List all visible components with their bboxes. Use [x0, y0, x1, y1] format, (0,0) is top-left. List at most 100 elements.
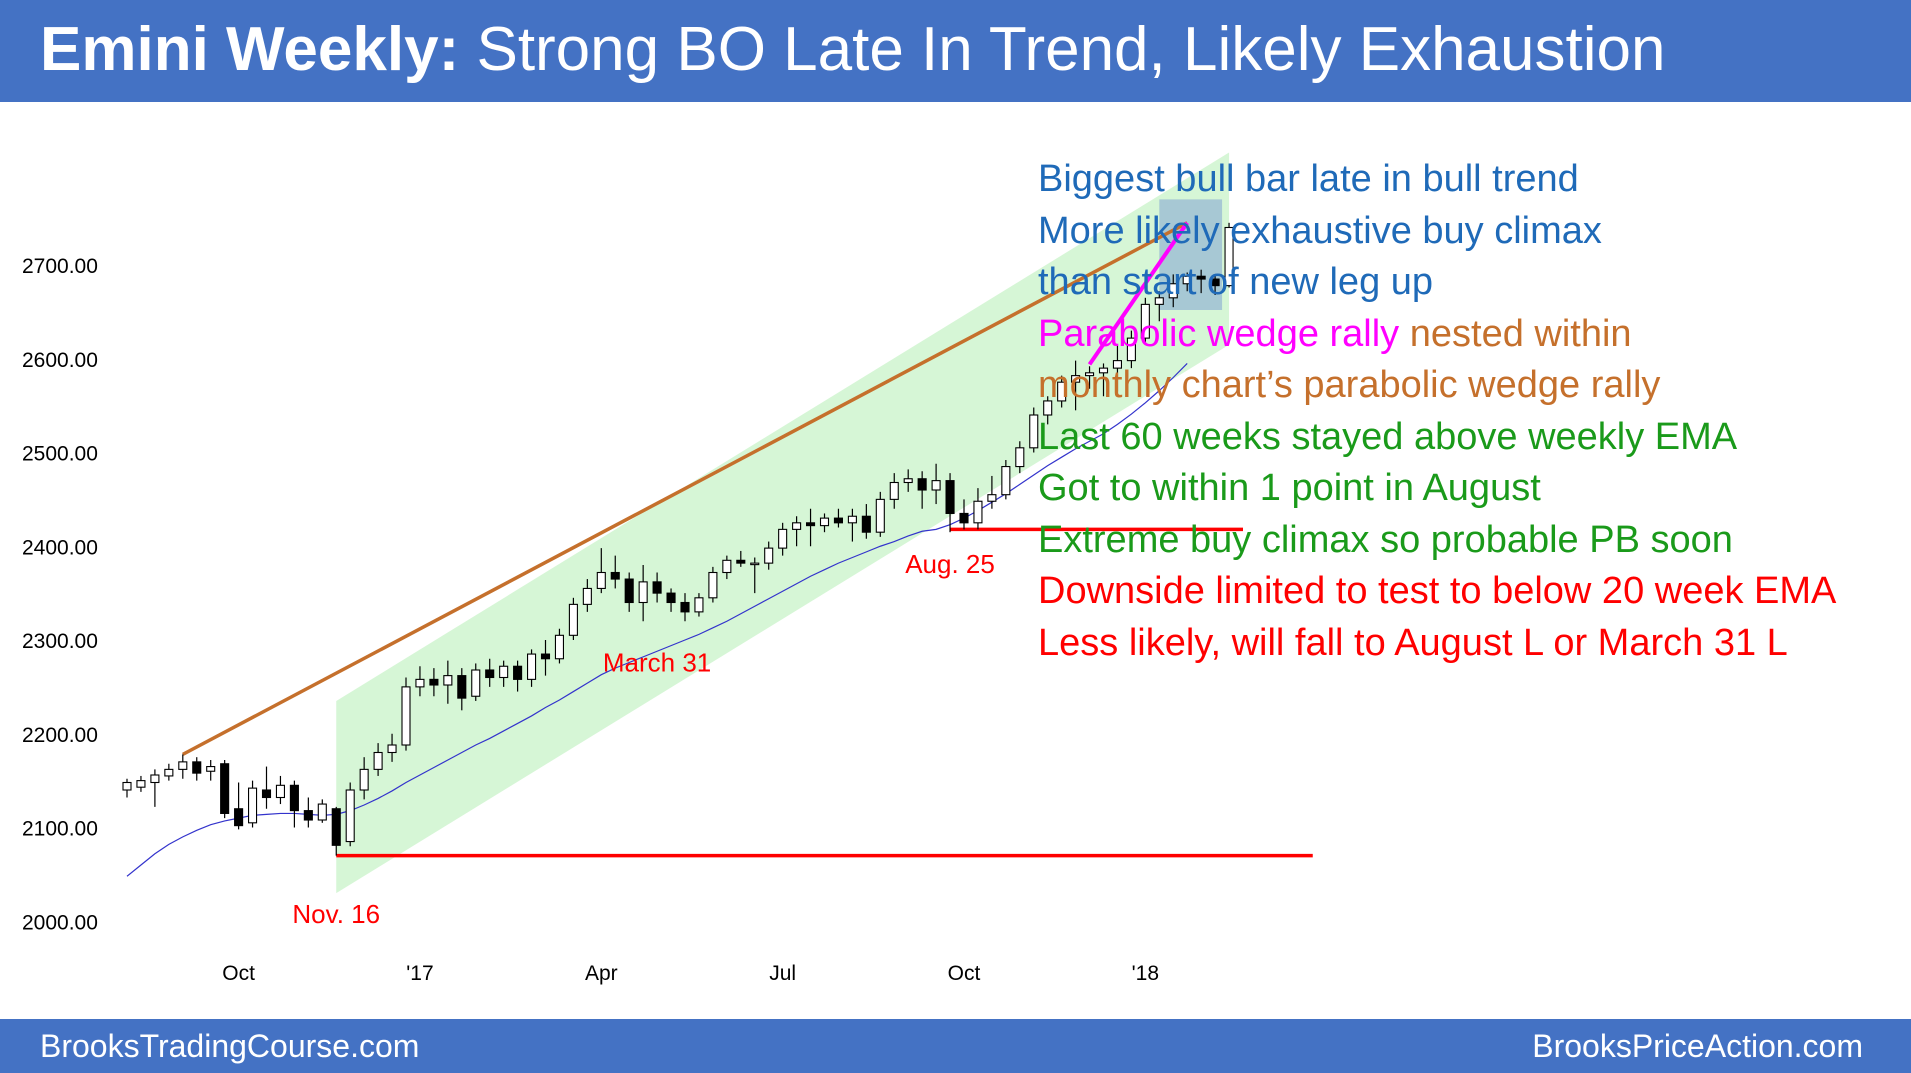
note-line-4-part-1: Parabolic wedge rally: [1038, 312, 1400, 355]
candle: [987, 475, 997, 509]
candle-body-bear: [610, 571, 620, 580]
candle-body-bull: [1057, 381, 1067, 402]
candle-body-bull: [847, 515, 857, 524]
candle-body-bear: [457, 675, 467, 699]
candle: [889, 473, 899, 509]
note-line-4: Parabolic wedge rally nested within: [1038, 309, 1836, 361]
candle: [122, 778, 132, 798]
candle: [875, 491, 885, 537]
candle-body-bear: [331, 808, 341, 846]
candle-body-bull: [582, 587, 592, 605]
note-line-1: Biggest bull bar late in bull trend: [1038, 158, 1579, 200]
candle-body-bull: [903, 478, 913, 484]
candle: [401, 677, 411, 751]
candle-body-bear: [1196, 275, 1206, 280]
candle: [234, 782, 244, 830]
note-line-8: Extreme buy climax so probable PB soon: [1038, 518, 1733, 561]
candle-body-bull: [1015, 447, 1025, 468]
candle-body-bear: [234, 808, 244, 827]
candle-body-bear: [666, 592, 676, 604]
candle-body-bull: [248, 787, 258, 824]
candle: [359, 757, 369, 800]
candle: [833, 508, 844, 528]
candle-body-bear: [303, 810, 313, 821]
candle: [1098, 363, 1109, 397]
candle: [1168, 274, 1178, 308]
candle-body-bull: [178, 761, 188, 770]
candle: [1140, 297, 1150, 345]
candle-body-bull: [778, 528, 788, 549]
candle: [819, 513, 830, 533]
candle-body-bull: [819, 517, 830, 527]
x-tick-label: '17: [406, 962, 433, 985]
candlestick-chart: 2700.00 2600.00 2500.00 2400.00 2300.00 2200.…: [22, 152, 1313, 985]
candle-body-bear: [917, 478, 927, 491]
candle: [471, 663, 481, 701]
candle-body-bull: [596, 571, 606, 589]
candle-body-bull: [1043, 400, 1053, 416]
candle: [1210, 274, 1220, 295]
candle-body-bull: [973, 500, 983, 524]
candle-body-bull: [401, 686, 411, 746]
candle: [959, 499, 969, 530]
ema-20-line: [126, 363, 1188, 877]
candle: [275, 775, 286, 805]
candle: [568, 597, 578, 640]
candle: [638, 565, 648, 622]
candle-body-bull: [443, 675, 453, 686]
note-line-10: Less likely, will fall to August L or Ma…: [1038, 621, 1788, 664]
y-tick-label: 2700.00: [22, 255, 98, 278]
candle: [610, 555, 620, 589]
candle: [1224, 222, 1234, 288]
candle-body-bull: [415, 678, 425, 688]
candle: [373, 743, 383, 776]
candle-body-bear: [220, 763, 230, 814]
candle: [847, 508, 857, 542]
candle-body-bull: [750, 562, 760, 566]
note-line-6: Last 60 weeks stayed above weekly EMA: [1038, 415, 1738, 458]
candle: [554, 628, 565, 664]
candle: [778, 522, 788, 556]
title-bold: Emini Weekly:: [40, 15, 460, 84]
candle: [1057, 375, 1067, 408]
candle: [680, 593, 690, 622]
candle: [1071, 360, 1081, 411]
footer-right-site: BrooksPriceAction.com: [1532, 1028, 1863, 1064]
candle: [1001, 460, 1011, 500]
y-tick-label: 2500.00: [22, 443, 98, 466]
candle-body-bull: [1029, 414, 1039, 449]
candle-body-bull: [875, 498, 885, 533]
note-line-9: Downside limited to test to below 20 wee…: [1038, 570, 1837, 612]
candle-body-bull: [764, 547, 774, 564]
candle-body-bull: [792, 522, 802, 530]
candle: [1154, 291, 1164, 322]
commentary: Biggest bull bar late in bull trend More…: [1038, 154, 1836, 669]
candle-body-bull: [1098, 367, 1109, 374]
candle: [540, 640, 551, 676]
note-line-2: More likely exhaustive buy climax: [1038, 209, 1602, 252]
candle-body-bull: [554, 634, 565, 660]
candle: [736, 550, 746, 567]
candle: [973, 488, 983, 530]
y-tick-label: 2400.00: [22, 536, 98, 559]
candle-body-bull: [122, 781, 132, 791]
candle-body-bull: [694, 597, 704, 613]
candle-body-bull: [889, 481, 899, 500]
candle: [722, 555, 732, 580]
candle: [150, 769, 160, 807]
x-tick-label: Oct: [222, 962, 255, 985]
candle-body-bear: [959, 512, 969, 524]
candle-body-bull: [387, 744, 397, 754]
candle: [248, 780, 258, 828]
candle-body-bear: [680, 601, 690, 613]
candle: [526, 649, 537, 687]
candle-body-bear: [192, 761, 202, 774]
candle-body-bear: [429, 678, 439, 686]
candle: [206, 760, 216, 781]
candle: [917, 471, 927, 509]
y-tick-label: 2300.00: [22, 630, 98, 653]
candle-body-bull: [568, 603, 578, 636]
candle: [513, 660, 523, 692]
candle: [764, 541, 774, 570]
candle: [792, 516, 802, 547]
